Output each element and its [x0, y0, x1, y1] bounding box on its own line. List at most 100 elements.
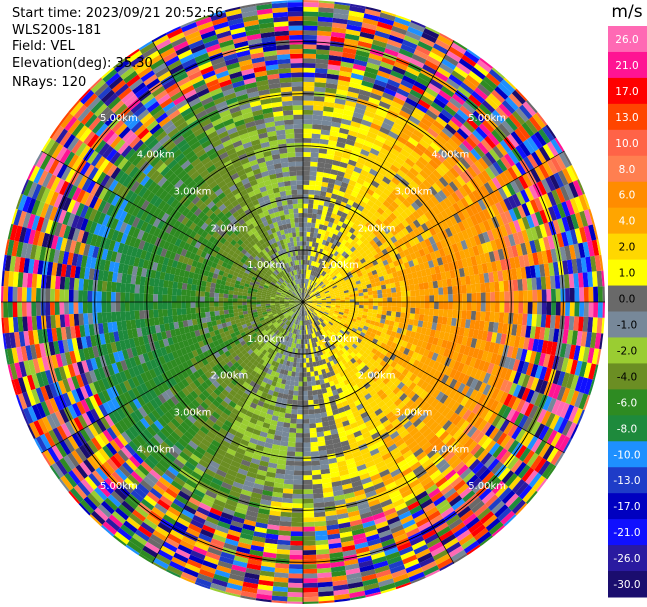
- velocity-cell: [140, 199, 150, 211]
- velocity-cell: [158, 189, 169, 201]
- velocity-cell: [397, 222, 406, 231]
- velocity-cell: [506, 133, 520, 148]
- velocity-cell: [387, 297, 392, 302]
- velocity-cell: [322, 110, 334, 117]
- velocity-cell: [289, 251, 294, 257]
- velocity-cell: [293, 241, 298, 247]
- velocity-cell: [369, 207, 377, 215]
- velocity-cell: [528, 185, 539, 200]
- velocity-cell: [191, 318, 198, 326]
- velocity-cell: [136, 385, 145, 396]
- velocity-cell: [287, 252, 291, 258]
- velocity-cell: [160, 427, 171, 438]
- velocity-cell: [465, 216, 475, 228]
- velocity-cell: [87, 346, 95, 359]
- velocity-cell: [338, 286, 344, 291]
- velocity-cell: [214, 188, 224, 197]
- velocity-cell: [189, 373, 197, 382]
- velocity-cell: [145, 401, 156, 413]
- velocity-cell: [510, 131, 523, 145]
- velocity-cell: [254, 70, 268, 78]
- velocity-cell: [273, 322, 279, 328]
- velocity-cell: [410, 290, 416, 297]
- velocity-cell: [136, 197, 146, 209]
- velocity-cell: [142, 241, 150, 252]
- velocity-cell: [148, 215, 157, 226]
- velocity-cell: [542, 193, 553, 208]
- velocity-cell: [202, 122, 214, 132]
- velocity-cell: [172, 281, 178, 289]
- velocity-cell: [320, 283, 325, 288]
- velocity-cell: [469, 203, 479, 215]
- velocity-cell: [525, 228, 534, 242]
- velocity-cell: [83, 313, 89, 325]
- velocity-cell: [523, 254, 530, 267]
- velocity-cell: [399, 202, 408, 212]
- velocity-cell: [146, 78, 161, 90]
- velocity-cell: [283, 114, 294, 121]
- velocity-cell: [231, 199, 240, 208]
- velocity-cell: [16, 241, 24, 258]
- velocity-cell: [298, 302, 303, 303]
- velocity-cell: [35, 302, 41, 316]
- velocity-cell: [332, 275, 338, 280]
- velocity-cell: [101, 377, 111, 390]
- velocity-cell: [397, 238, 405, 246]
- velocity-cell: [48, 341, 56, 356]
- velocity-cell: [331, 27, 347, 34]
- velocity-cell: [173, 117, 186, 128]
- velocity-cell: [274, 329, 280, 335]
- velocity-cell: [215, 226, 223, 235]
- velocity-cell: [198, 392, 207, 402]
- velocity-cell: [117, 350, 125, 362]
- velocity-cell: [270, 227, 277, 234]
- velocity-cell: [305, 269, 309, 275]
- velocity-cell: [220, 381, 228, 390]
- velocity-cell: [289, 266, 293, 272]
- velocity-cell: [358, 289, 364, 294]
- velocity-cell: [452, 149, 464, 161]
- velocity-cell: [279, 152, 288, 159]
- velocity-cell: [181, 369, 189, 379]
- velocity-cell: [292, 286, 296, 291]
- velocity-cell: [308, 260, 312, 266]
- velocity-cell: [317, 25, 332, 32]
- velocity-cell: [401, 256, 408, 264]
- velocity-cell: [284, 124, 294, 130]
- velocity-cell: [230, 110, 243, 119]
- velocity-cell: [121, 244, 130, 255]
- velocity-cell: [226, 361, 234, 368]
- velocity-cell: [241, 275, 248, 281]
- velocity-cell: [382, 297, 388, 302]
- velocity-cell: [267, 245, 273, 251]
- velocity-cell: [163, 424, 174, 435]
- velocity-cell: [331, 298, 336, 301]
- velocity-cell: [268, 285, 274, 289]
- velocity-cell: [152, 108, 166, 120]
- velocity-cell: [234, 315, 240, 321]
- velocity-cell: [215, 377, 224, 385]
- velocity-cell: [219, 222, 227, 230]
- velocity-cell: [276, 291, 282, 295]
- velocity-cell: [120, 66, 135, 80]
- velocity-cell: [329, 237, 335, 244]
- velocity-cell: [88, 395, 99, 409]
- velocity-cell: [403, 174, 413, 184]
- velocity-cell: [446, 278, 453, 287]
- velocity-cell: [79, 161, 91, 176]
- velocity-cell: [309, 274, 312, 280]
- velocity-cell: [279, 77, 292, 83]
- velocity-cell: [216, 211, 225, 220]
- velocity-cell: [284, 304, 290, 307]
- velocity-cell: [295, 296, 300, 300]
- velocity-cell: [365, 135, 376, 144]
- velocity-cell: [485, 167, 496, 180]
- velocity-cell: [121, 129, 134, 143]
- velocity-cell: [391, 25, 408, 36]
- velocity-cell: [379, 222, 387, 230]
- velocity-cell: [317, 228, 323, 235]
- velocity-cell: [348, 179, 357, 187]
- velocity-cell: [242, 215, 250, 223]
- velocity-cell: [343, 235, 350, 242]
- velocity-cell: [248, 327, 255, 333]
